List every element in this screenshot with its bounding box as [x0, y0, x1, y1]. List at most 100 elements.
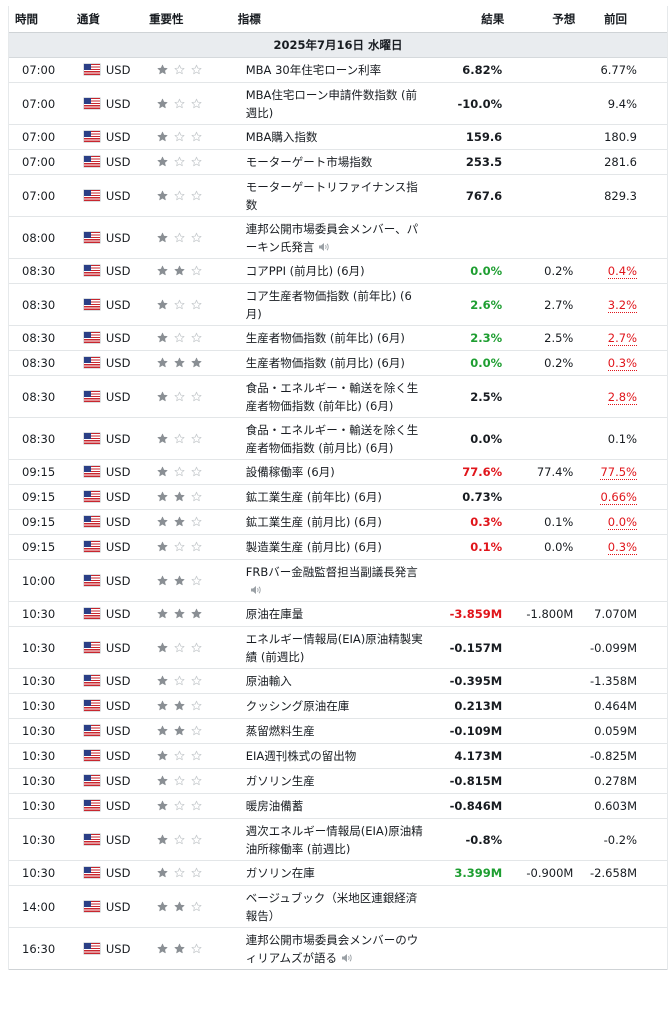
event-name-link[interactable]: 鉱工業生産 (前年比) (6月) — [245, 490, 382, 504]
event-cell[interactable]: 製造業生産 (前月比) (6月) — [231, 534, 430, 560]
event-cell[interactable]: ベージュブック（米地区連銀経済報告） — [231, 885, 430, 928]
event-cell[interactable]: ガソリン生産 — [231, 768, 430, 794]
event-cell[interactable]: 原油在庫量 — [231, 601, 430, 627]
event-cell[interactable]: 連邦公開市場委員会メンバー、パーキン氏発言 — [231, 216, 430, 259]
event-name-link[interactable]: MBA住宅ローン申請件数指数 (前週比) — [245, 87, 417, 120]
event-row[interactable]: 10:30 USD 原油在庫量 -3.859M -1.800M 7.070M — [9, 601, 667, 627]
event-row[interactable]: 09:15 USD 設備稼働率 (6月) 77.6% 77.4% 77.5% — [9, 459, 667, 485]
event-name-link[interactable]: 蒸留燃料生産 — [245, 724, 315, 738]
event-row[interactable]: 08:30 USD 生産者物価指数 (前年比) (6月) 2.3% 2.5% 2.7% — [9, 325, 667, 351]
event-cell[interactable]: モーターゲート市場指数 — [231, 149, 430, 175]
event-cell[interactable]: モーターゲートリファイナンス指数 — [231, 174, 430, 217]
event-row[interactable]: 08:30 USD コアPPI (前月比) (6月) 0.0% 0.2% 0.4% — [9, 258, 667, 284]
event-cell[interactable]: 原油輸入 — [231, 668, 430, 694]
event-cell[interactable]: クッシング原油在庫 — [231, 693, 430, 719]
event-row[interactable]: 07:00 USD モーターゲートリファイナンス指数 767.6 829.3 — [9, 174, 667, 217]
event-time: 09:15 — [9, 484, 71, 510]
previous-value-revised[interactable]: 0.66% — [600, 490, 637, 505]
event-name-link[interactable]: 食品・エネルギー・輸送を除く生産者物価指数 (前年比) (6月) — [245, 380, 419, 413]
event-row[interactable]: 09:15 USD 鉱工業生産 (前月比) (6月) 0.3% 0.1% 0.0% — [9, 509, 667, 535]
event-cell[interactable]: 鉱工業生産 (前月比) (6月) — [231, 509, 430, 535]
previous-value-revised[interactable]: 0.3% — [607, 356, 637, 371]
event-row[interactable]: 16:30 USD 連邦公開市場委員会メンバーのウィリアムズが語る — [9, 927, 667, 970]
event-row[interactable]: 09:15 USD 製造業生産 (前月比) (6月) 0.1% 0.0% 0.3% — [9, 534, 667, 560]
event-cell[interactable]: コアPPI (前月比) (6月) — [231, 258, 430, 284]
event-cell[interactable]: エネルギー情報局(EIA)原油精製実績 (前週比) — [231, 626, 430, 669]
event-row[interactable]: 08:30 USD コア生産者物価指数 (前年比) (6月) 2.6% 2.7% 3.2% — [9, 283, 667, 326]
event-name-link[interactable]: 暖房油備蓄 — [245, 799, 304, 813]
event-name-link[interactable]: 週次エネルギー情報局(EIA)原油精油所稼働率 (前週比) — [245, 823, 423, 856]
event-cell[interactable]: 連邦公開市場委員会メンバーのウィリアムズが語る — [231, 927, 430, 970]
previous-value-revised[interactable]: 3.2% — [607, 297, 637, 313]
event-cell[interactable]: FRBバー金融監督担当副議長発言 — [231, 559, 430, 602]
event-row[interactable]: 10:30 USD 暖房油備蓄 -0.846M 0.603M — [9, 793, 667, 819]
event-row[interactable]: 10:30 USD 週次エネルギー情報局(EIA)原油精油所稼働率 (前週比) -0.… — [9, 818, 667, 861]
event-name-link[interactable]: モーターゲート市場指数 — [245, 155, 373, 169]
event-name-link[interactable]: EIA週刊株式の留出物 — [245, 749, 357, 763]
event-name-link[interactable]: 食品・エネルギー・輸送を除く生産者物価指数 (前月比) (6月) — [245, 422, 419, 455]
event-name-link[interactable]: 設備稼働率 (6月) — [245, 465, 335, 479]
event-row[interactable]: 10:30 USD クッシング原油在庫 0.213M 0.464M — [9, 693, 667, 719]
event-name-link[interactable]: クッシング原油在庫 — [245, 699, 350, 713]
previous-value-revised[interactable]: 2.8% — [607, 389, 637, 405]
event-name-link[interactable]: 連邦公開市場委員会メンバー、パーキン氏発言 — [245, 221, 419, 254]
actual-value: 0.1% — [429, 534, 511, 560]
event-row[interactable]: 10:00 USD FRBバー金融監督担当副議長発言 — [9, 559, 667, 602]
event-row[interactable]: 10:30 USD 原油輸入 -0.395M -1.358M — [9, 668, 667, 694]
event-name-link[interactable]: 生産者物価指数 (前年比) (6月) — [245, 331, 405, 345]
event-row[interactable]: 08:30 USD 食品・エネルギー・輸送を除く生産者物価指数 (前年比) (6月)… — [9, 375, 667, 418]
event-row[interactable]: 08:30 USD 食品・エネルギー・輸送を除く生産者物価指数 (前月比) (6月)… — [9, 417, 667, 460]
event-name-link[interactable]: ガソリン在庫 — [245, 866, 315, 880]
event-row[interactable]: 10:30 USD ガソリン在庫 3.399M -0.900M -2.658M — [9, 860, 667, 886]
event-cell[interactable]: EIA週刊株式の留出物 — [231, 743, 430, 769]
event-row[interactable]: 08:00 USD 連邦公開市場委員会メンバー、パーキン氏発言 — [9, 216, 667, 259]
event-cell[interactable]: コア生産者物価指数 (前年比) (6月) — [231, 283, 430, 326]
event-name-link[interactable]: コア生産者物価指数 (前年比) (6月) — [245, 288, 412, 321]
event-name-link[interactable]: FRBバー金融監督担当副議長発言 — [245, 564, 418, 579]
event-name-link[interactable]: 製造業生産 (前月比) (6月) — [245, 540, 382, 554]
event-name-link[interactable]: MBA購入指数 — [245, 130, 318, 144]
star-empty-icon — [191, 516, 202, 527]
event-cell[interactable]: 鉱工業生産 (前年比) (6月) — [231, 484, 430, 510]
event-row[interactable]: 07:00 USD MBA購入指数 159.6 180.9 — [9, 124, 667, 150]
event-cell[interactable]: 設備稼働率 (6月) — [231, 459, 430, 485]
event-cell[interactable]: 暖房油備蓄 — [231, 793, 430, 819]
event-row[interactable]: 10:30 USD エネルギー情報局(EIA)原油精製実績 (前週比) -0.157M… — [9, 626, 667, 669]
previous-value-revised[interactable]: 2.7% — [607, 331, 637, 346]
event-cell[interactable]: 蒸留燃料生産 — [231, 718, 430, 744]
previous-value-revised[interactable]: 0.0% — [607, 515, 637, 530]
event-cell[interactable]: MBA 30年住宅ローン利率 — [231, 57, 430, 83]
previous-value-revised[interactable]: 0.4% — [607, 264, 637, 279]
event-name-link[interactable]: 連邦公開市場委員会メンバーのウィリアムズが語る — [245, 932, 419, 965]
currency-code: USD — [105, 774, 131, 788]
event-cell[interactable]: 食品・エネルギー・輸送を除く生産者物価指数 (前月比) (6月) — [231, 417, 430, 460]
event-cell[interactable]: 生産者物価指数 (前月比) (6月) — [231, 350, 430, 376]
event-cell[interactable]: 週次エネルギー情報局(EIA)原油精油所稼働率 (前週比) — [231, 818, 430, 861]
event-cell[interactable]: ガソリン在庫 — [231, 860, 430, 886]
event-row[interactable]: 07:00 USD モーターゲート市場指数 253.5 281.6 — [9, 149, 667, 175]
previous-value-revised[interactable]: 0.3% — [607, 540, 637, 555]
event-row[interactable]: 07:00 USD MBA住宅ローン申請件数指数 (前週比) -10.0% 9.4% — [9, 82, 667, 125]
event-row[interactable]: 14:00 USD ベージュブック（米地区連銀経済報告） — [9, 885, 667, 928]
event-cell[interactable]: 生産者物価指数 (前年比) (6月) — [231, 325, 430, 351]
event-name-link[interactable]: ベージュブック（米地区連銀経済報告） — [245, 890, 418, 923]
event-name-link[interactable]: MBA 30年住宅ローン利率 — [245, 63, 382, 77]
event-name-link[interactable]: ガソリン生産 — [245, 774, 315, 788]
previous-value-revised[interactable]: 77.5% — [600, 465, 637, 480]
event-name-link[interactable]: コアPPI (前月比) (6月) — [245, 264, 365, 278]
event-name-link[interactable]: エネルギー情報局(EIA)原油精製実績 (前週比) — [245, 631, 423, 664]
event-name-link[interactable]: 原油在庫量 — [245, 607, 304, 621]
event-row[interactable]: 10:30 USD 蒸留燃料生産 -0.109M 0.059M — [9, 718, 667, 744]
event-row[interactable]: 10:30 USD ガソリン生産 -0.815M 0.278M — [9, 768, 667, 794]
event-cell[interactable]: MBA購入指数 — [231, 124, 430, 150]
event-row[interactable]: 07:00 USD MBA 30年住宅ローン利率 6.82% 6.77% — [9, 57, 667, 83]
event-name-link[interactable]: 生産者物価指数 (前月比) (6月) — [245, 356, 405, 370]
event-name-link[interactable]: 原油輸入 — [245, 674, 292, 688]
event-name-link[interactable]: モーターゲートリファイナンス指数 — [245, 179, 418, 212]
event-row[interactable]: 08:30 USD 生産者物価指数 (前月比) (6月) 0.0% 0.2% 0.3% — [9, 350, 667, 376]
event-cell[interactable]: 食品・エネルギー・輸送を除く生産者物価指数 (前年比) (6月) — [231, 375, 430, 418]
event-cell[interactable]: MBA住宅ローン申請件数指数 (前週比) — [231, 82, 430, 125]
event-row[interactable]: 10:30 USD EIA週刊株式の留出物 4.173M -0.825M — [9, 743, 667, 769]
event-name-link[interactable]: 鉱工業生産 (前月比) (6月) — [245, 515, 382, 529]
event-row[interactable]: 09:15 USD 鉱工業生産 (前年比) (6月) 0.73% 0.66% — [9, 484, 667, 510]
